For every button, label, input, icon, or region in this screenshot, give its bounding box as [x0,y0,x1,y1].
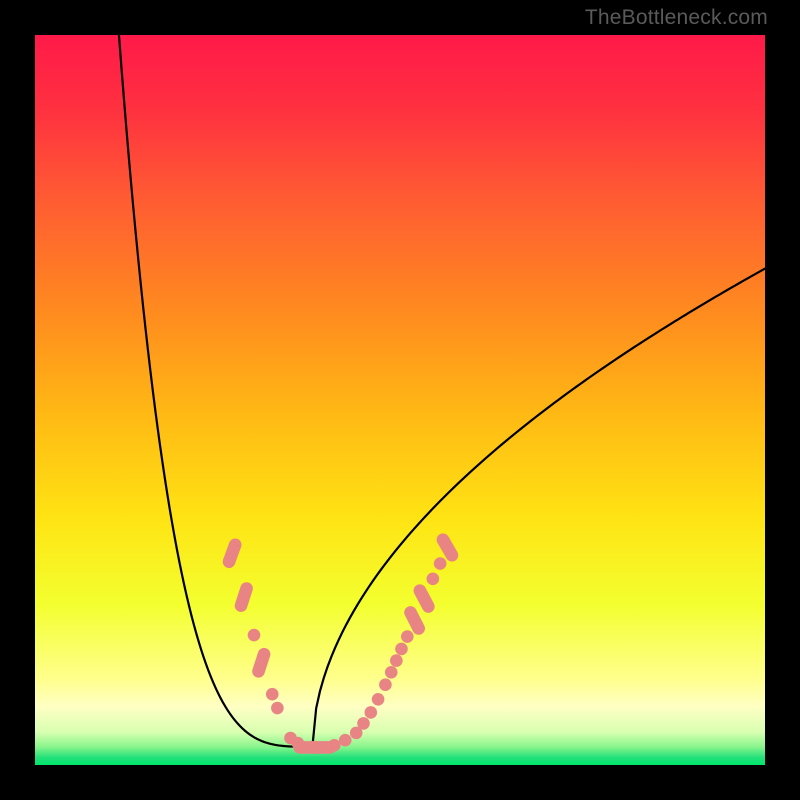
marker-pill [229,545,235,562]
marker-dot [379,678,392,691]
bottleneck-curve [119,35,765,747]
watermark-text: TheBottleneck.com [585,6,768,30]
marker-dot [271,702,284,715]
marker-dot [385,666,398,679]
marker-pill [241,589,247,606]
marker-dot [365,706,378,719]
marker-dot [357,717,370,730]
marker-pill [259,654,265,671]
marker-dot [248,629,261,642]
marker-dot [395,643,408,656]
marker-pill [411,612,419,628]
marker-dot [401,630,414,643]
marker-dot [328,739,341,752]
marker-pill [420,591,428,607]
marker-dot [390,654,403,667]
marker-dot [266,688,279,701]
curve-markers [229,540,452,752]
marker-dot [427,573,440,586]
marker-dot [372,693,385,706]
marker-dot [339,734,352,747]
marker-pill [443,540,452,556]
marker-dot [434,557,447,570]
